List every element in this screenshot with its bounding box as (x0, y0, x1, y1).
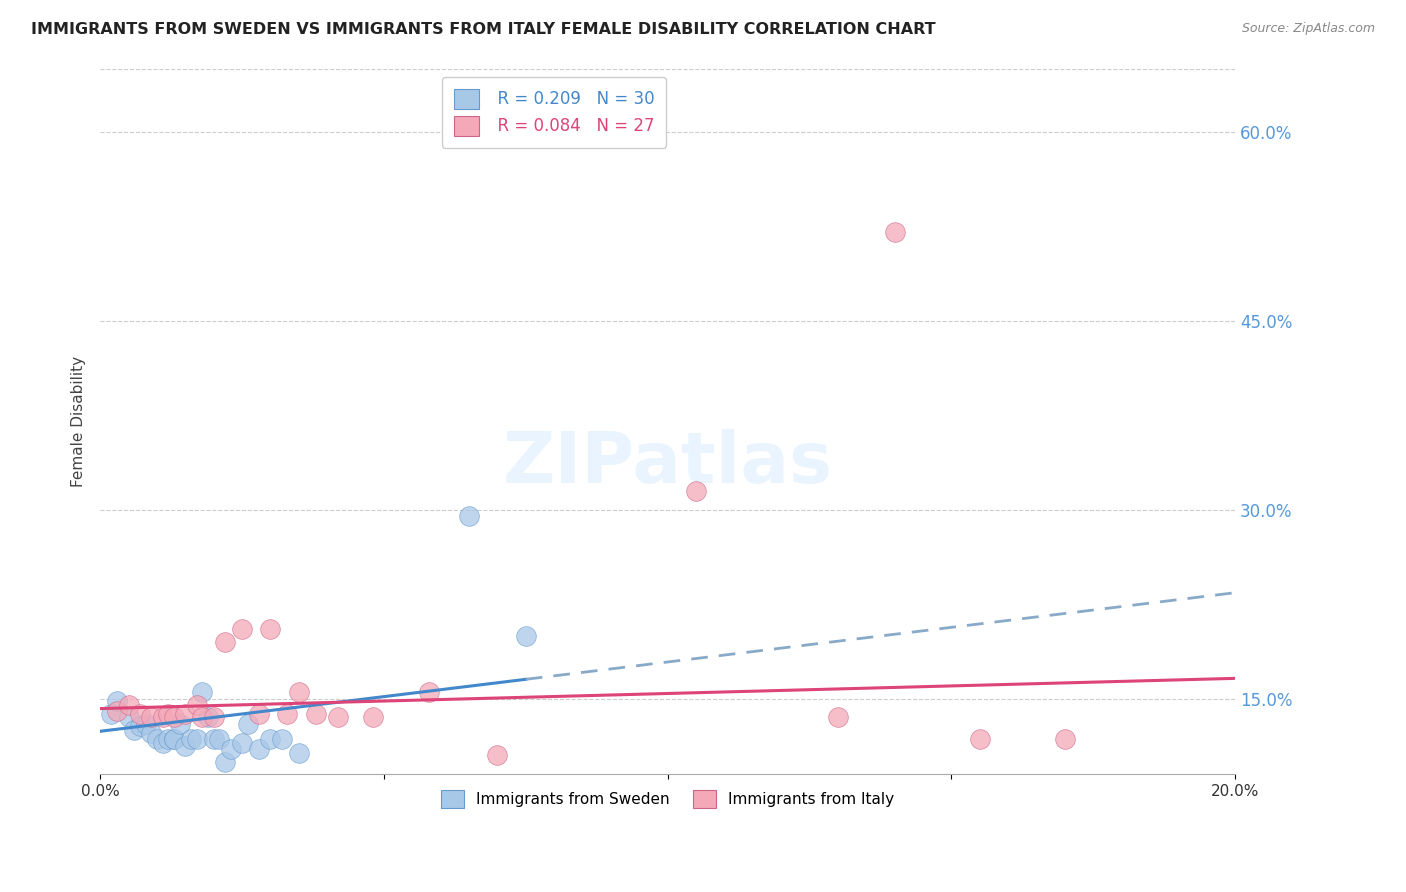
Point (219, 742, 242, 756)
Point (969, 731, 991, 746)
Point (191, 685, 214, 699)
Point (685, 483, 707, 498)
Point (157, 706, 180, 721)
Point (883, 225, 905, 239)
Point (515, 628, 537, 642)
Point (186, 698, 208, 712)
Point (117, 698, 139, 712)
Point (827, 710, 849, 724)
Point (287, 746, 309, 760)
Point (287, 685, 309, 699)
Point (105, 694, 128, 708)
Point (117, 710, 139, 724)
Point (169, 716, 191, 731)
Point (1053, 731, 1076, 746)
Point (163, 731, 186, 746)
Point (202, 710, 225, 724)
Point (122, 723, 145, 737)
Point (276, 706, 298, 721)
Point (197, 710, 219, 724)
Point (270, 731, 292, 746)
Point (361, 710, 384, 724)
Point (259, 731, 281, 746)
Point (328, 710, 350, 724)
Point (418, 685, 440, 699)
Point (191, 710, 214, 724)
Point (146, 731, 169, 746)
Point (486, 748, 509, 763)
Point (141, 710, 163, 724)
Point (259, 622, 281, 636)
Point (202, 731, 225, 746)
Point (214, 635, 236, 649)
Point (157, 731, 180, 746)
Text: ZIPatlas: ZIPatlas (502, 429, 832, 498)
Point (236, 716, 259, 731)
Point (174, 706, 197, 721)
Point (152, 710, 174, 724)
Point (100, 706, 122, 721)
Point (141, 725, 163, 739)
Point (174, 739, 197, 754)
Point (247, 706, 270, 721)
Legend: Immigrants from Sweden, Immigrants from Italy: Immigrants from Sweden, Immigrants from … (433, 782, 901, 816)
Point (163, 731, 186, 746)
Point (208, 731, 231, 746)
Text: Source: ZipAtlas.com: Source: ZipAtlas.com (1241, 22, 1375, 36)
Text: IMMIGRANTS FROM SWEDEN VS IMMIGRANTS FROM ITALY FEMALE DISABILITY CORRELATION CH: IMMIGRANTS FROM SWEDEN VS IMMIGRANTS FRO… (31, 22, 935, 37)
Point (163, 710, 186, 724)
Point (180, 731, 202, 746)
Point (305, 706, 328, 721)
Point (247, 742, 270, 756)
Point (105, 704, 128, 718)
Point (152, 736, 174, 750)
Point (231, 736, 253, 750)
Point (231, 622, 253, 636)
Point (186, 731, 208, 746)
Y-axis label: Female Disability: Female Disability (72, 356, 86, 487)
Point (135, 716, 157, 731)
Point (128, 719, 150, 733)
Point (214, 755, 236, 769)
Point (128, 706, 150, 721)
Point (458, 508, 481, 523)
